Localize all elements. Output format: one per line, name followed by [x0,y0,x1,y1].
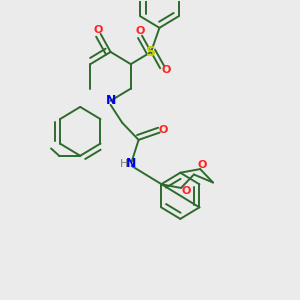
Text: O: O [197,160,207,170]
Text: N: N [125,157,136,170]
Text: O: O [181,186,190,196]
Text: O: O [161,65,171,75]
Text: N: N [105,94,116,107]
Text: O: O [136,26,145,36]
Text: O: O [158,125,168,135]
Text: S: S [146,45,156,59]
Text: O: O [93,25,103,35]
Text: H: H [120,159,129,169]
